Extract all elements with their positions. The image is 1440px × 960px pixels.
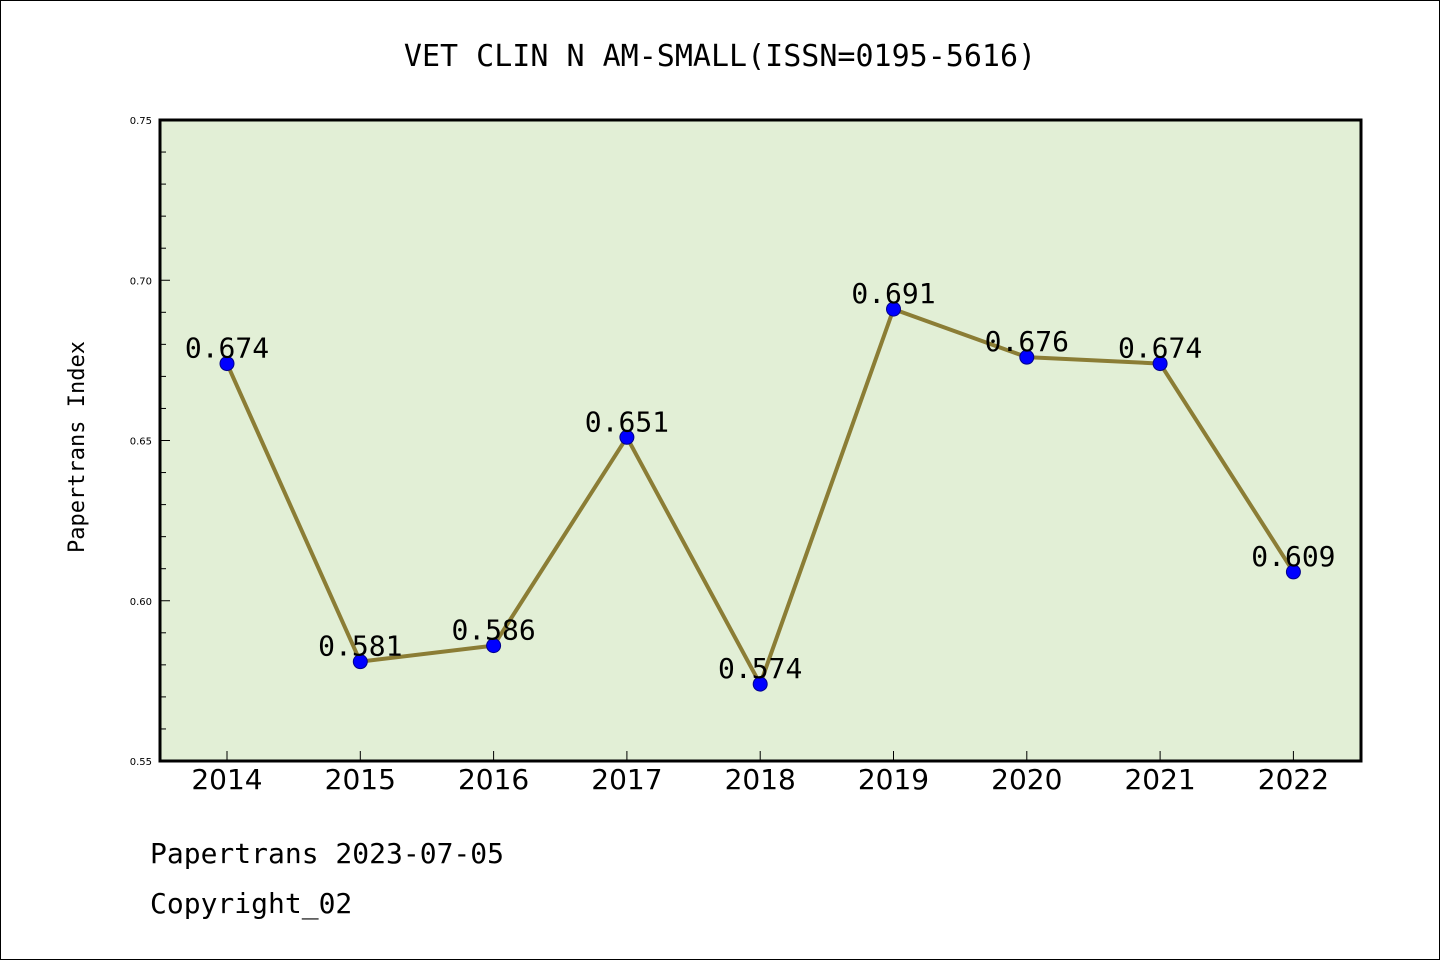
data-point [486, 638, 502, 654]
data-point [1152, 356, 1168, 372]
x-tick-label: 2016 [458, 763, 529, 796]
footer-copyright: Copyright_02 [150, 887, 352, 921]
data-point [1019, 349, 1035, 365]
data-point [219, 356, 235, 372]
x-tick-label: 2020 [991, 763, 1062, 796]
data-label: 0.674 [1118, 332, 1202, 365]
data-label: 0.609 [1251, 540, 1335, 573]
chart-title: VET CLIN N AM-SMALL(ISSN=0195-5616) [404, 39, 1036, 74]
data-point [352, 654, 368, 670]
data-point [1285, 564, 1301, 580]
x-tick-label: 2018 [725, 763, 796, 796]
data-label: 0.674 [185, 332, 269, 365]
x-tick-label: 2014 [191, 763, 262, 796]
y-tick-label: 0.65 [130, 437, 152, 448]
y-tick-label: 0.75 [130, 116, 152, 127]
data-point [886, 301, 901, 317]
y-axis: 0.55 0.60 0.65 0.70 0.75 [130, 116, 170, 768]
data-label: 0.574 [718, 652, 802, 685]
series-markers [219, 301, 1301, 692]
y-tick-label: 0.70 [130, 276, 152, 287]
x-tick-label: 2019 [858, 763, 929, 796]
data-point [619, 429, 635, 445]
y-axis-label: Papertrans Index [65, 341, 90, 553]
data-label: 0.676 [985, 325, 1069, 358]
y-tick-label: 0.60 [130, 597, 152, 608]
x-tick-label: 2015 [325, 763, 396, 796]
data-labels: 0.674 0.581 0.586 0.651 0.574 0.691 0.676 0.674… [185, 277, 1336, 685]
data-label: 0.651 [585, 405, 669, 438]
x-tick-label: 2021 [1124, 763, 1195, 796]
data-label: 0.581 [318, 630, 402, 663]
data-point [752, 676, 768, 692]
data-label: 0.691 [851, 277, 935, 310]
y-tick-label: 0.55 [130, 757, 152, 768]
plot-border [158, 118, 1363, 763]
x-tick-label: 2022 [1258, 763, 1329, 796]
data-label: 0.586 [451, 614, 535, 647]
x-tick-label: 2017 [591, 763, 662, 796]
x-axis: 2014 2015 2016 2017 2018 2019 2020 2021 2022 [191, 751, 1329, 796]
footer-date: Papertrans 2023-07-05 [150, 837, 504, 870]
